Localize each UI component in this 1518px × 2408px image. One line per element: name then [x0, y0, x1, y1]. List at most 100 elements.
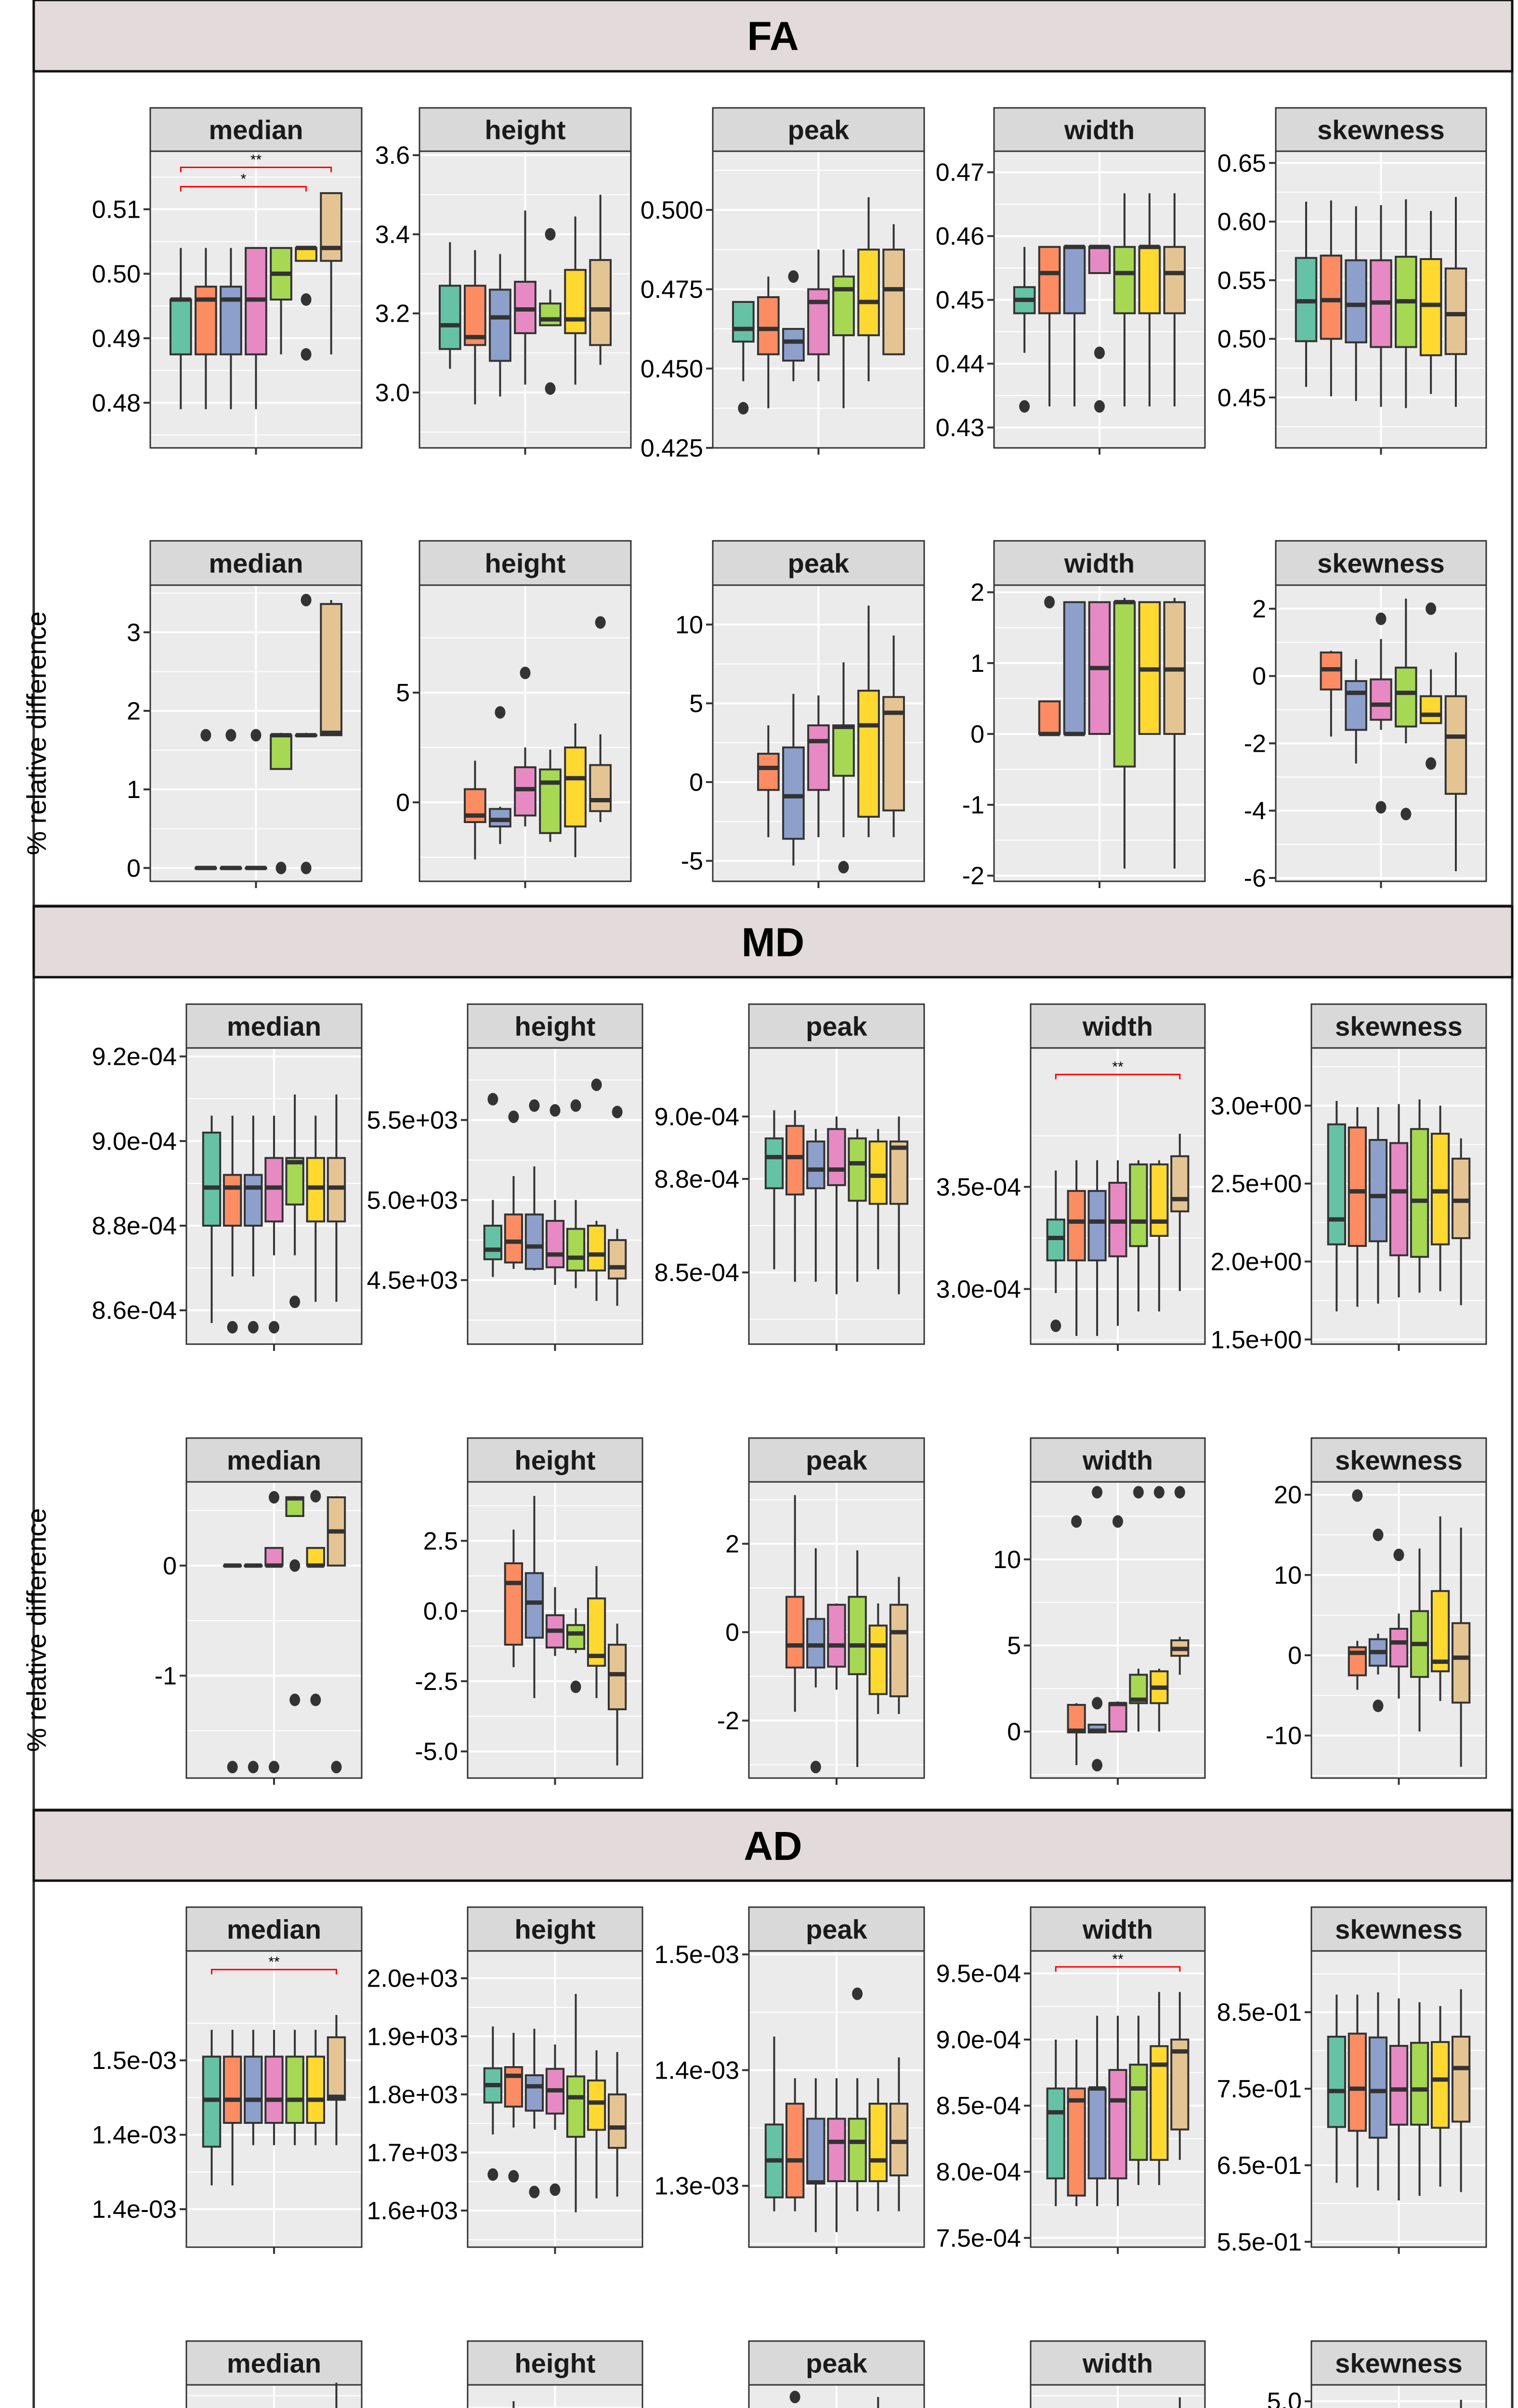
box-subset30	[848, 1987, 867, 2212]
box-body	[785, 2103, 805, 2199]
panel-border	[748, 1481, 925, 1779]
box-subset40	[295, 593, 317, 875]
y-tick-label: 5.5e-01	[1217, 2228, 1302, 2256]
facet-label: median	[227, 2348, 321, 2379]
box-subset20	[264, 1115, 284, 1334]
box-body	[1038, 700, 1061, 735]
box-body	[589, 764, 612, 812]
outlier-point	[738, 402, 749, 415]
facet-label: skewness	[1335, 2348, 1463, 2379]
box-subset10	[220, 248, 242, 409]
outlier-point	[310, 1490, 321, 1503]
box-subset40	[587, 1078, 606, 1301]
y-tick-label: 0.43	[936, 414, 984, 442]
outlier-point	[838, 861, 849, 874]
y-tick-label: 8.6e-04	[92, 1297, 177, 1325]
panel-median: median 0 1 2 3	[127, 540, 363, 888]
outlier-point	[331, 1761, 342, 1774]
y-tick-label: 0.0	[423, 1597, 458, 1625]
facet-strip	[467, 2340, 643, 2386]
box-body	[320, 603, 343, 736]
significance-label: **	[268, 1954, 280, 1970]
box-subset5	[1067, 2039, 1086, 2206]
box-subset40	[295, 246, 317, 361]
outlier-point	[789, 2391, 800, 2404]
section-md: MD median 8.6e-04 8.8e-04 9.0e-04 9.2e-04 heig…	[21, 905, 1514, 1811]
y-tick-label: 0.50	[92, 260, 141, 288]
box-body	[564, 746, 587, 828]
box-subset20	[545, 2044, 565, 2196]
outlier-point	[1019, 400, 1030, 413]
section-strip	[32, 1809, 1514, 1882]
box-body	[1368, 1139, 1388, 1243]
box-full	[438, 242, 461, 369]
outlier-point	[595, 616, 606, 629]
outlier-point	[612, 1105, 623, 1118]
y-tick-label: 0.45	[936, 287, 984, 314]
box-subset50	[327, 1496, 346, 1774]
box-subset5	[1067, 1515, 1086, 1766]
box-full	[732, 301, 755, 415]
bracket-line	[180, 166, 332, 172]
box-subset10	[220, 729, 242, 870]
facet-label: width	[1082, 1011, 1153, 1042]
box-subset5	[195, 248, 217, 409]
facet-strip	[748, 1906, 925, 1952]
panel-border	[712, 584, 925, 882]
outlier-point	[1092, 1697, 1103, 1710]
y-tick-label: -10	[1266, 1722, 1302, 1750]
outlier-point	[1133, 1486, 1144, 1499]
y-tick-label: 1	[970, 650, 984, 678]
box-body	[244, 2055, 263, 2124]
outlier-point	[1071, 1515, 1082, 1528]
facet-strip	[419, 107, 632, 152]
box-subset40	[306, 1490, 326, 1706]
box-subset30	[1410, 1548, 1429, 1732]
facet-strip	[1275, 540, 1487, 586]
panel-height: height 3.0 3.2 3.4 3.6	[375, 107, 632, 455]
box-subset10	[244, 2029, 263, 2146]
box-body	[1067, 2087, 1086, 2197]
box-body	[1444, 267, 1467, 355]
outlier-point	[301, 348, 312, 361]
box-body	[1430, 2041, 1450, 2129]
box-body	[1345, 259, 1367, 343]
y-tick-label: -2	[717, 1707, 739, 1735]
facet-label: width	[1082, 1914, 1153, 1945]
y-tick-label: 1.4e-03	[92, 2196, 177, 2224]
box-subset10	[806, 2078, 825, 2232]
box-body	[1063, 601, 1086, 735]
y-tick-label: 2.5	[423, 1527, 458, 1555]
box-subset30	[848, 1550, 867, 1767]
panel-peak: peak-404	[748, 2340, 925, 2408]
box-body	[483, 1225, 503, 1260]
box-subset20	[1108, 1160, 1127, 1326]
facet-label: skewness	[1317, 115, 1445, 145]
box-subset5	[785, 1495, 805, 1712]
y-tick-label: 0	[1288, 1642, 1302, 1670]
y-tick-label: -1	[155, 1662, 177, 1690]
box-body	[1370, 678, 1392, 721]
box-full	[483, 1093, 503, 1277]
y-tick-label: 10	[1274, 1561, 1302, 1589]
box-full	[1046, 1170, 1065, 1332]
outlier-point	[508, 2170, 519, 2183]
significance-bracket: **	[1055, 1951, 1181, 1972]
y-tick-label: 1.5e-03	[654, 1941, 739, 1969]
box-body	[1067, 1190, 1086, 1262]
box-subset5	[222, 2029, 242, 2186]
y-tick-label: 9.0e-04	[654, 1103, 739, 1131]
box-body	[1389, 1628, 1409, 1668]
box-body	[244, 1174, 263, 1227]
box-body	[785, 1596, 805, 1669]
panel-skewness: skewness 5.5e-01 6.5e-01 7.5e-01 8.5e-01	[1217, 1906, 1487, 2256]
y-tick-label: 2	[127, 697, 141, 725]
box-subset50	[320, 192, 343, 354]
box-subset10	[244, 1563, 263, 1774]
box-subset50	[1444, 196, 1467, 407]
box-subset20	[1108, 1515, 1127, 1733]
y-tick-label: 4.5e+03	[367, 1267, 458, 1295]
box-body	[1348, 1126, 1367, 1247]
box-subset50	[1163, 193, 1186, 406]
box-subset5	[1038, 596, 1061, 736]
